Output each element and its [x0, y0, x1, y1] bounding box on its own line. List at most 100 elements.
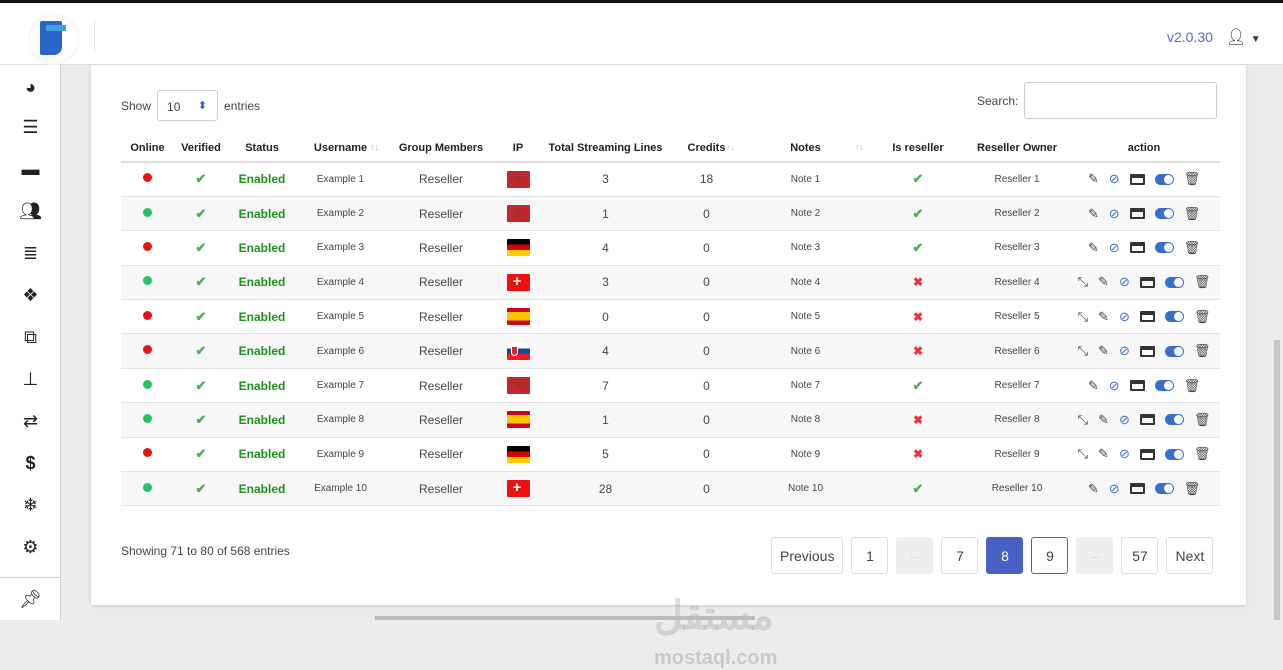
- edit-icon[interactable]: ✎: [1087, 480, 1099, 496]
- sort-icon[interactable]: ↑↓: [726, 142, 735, 152]
- sitemap-icon[interactable]: ⊥: [22, 369, 39, 389]
- trash-icon[interactable]: 🗑︎: [1183, 205, 1201, 221]
- compress-icon[interactable]: ⤡: [1077, 446, 1089, 462]
- dollar-icon[interactable]: $: [25, 453, 36, 473]
- compress-icon[interactable]: ⤡: [1077, 308, 1089, 324]
- search-input[interactable]: [1024, 82, 1218, 119]
- credit-card-icon[interactable]: [1139, 414, 1155, 426]
- ban-icon[interactable]: ⊘: [1118, 274, 1130, 290]
- vertical-scrollbar[interactable]: [1274, 340, 1280, 620]
- server-icon[interactable]: ≣: [22, 243, 39, 263]
- username-cell: Example 6: [296, 333, 385, 369]
- ip-cell: ☆: [497, 162, 539, 197]
- page-button[interactable]: 7: [941, 537, 979, 574]
- toggle-icon[interactable]: [1154, 483, 1174, 495]
- edit-icon[interactable]: ✎: [1098, 446, 1109, 462]
- toggle-icon[interactable]: [1154, 173, 1174, 185]
- column-header[interactable]: Username ↑↓: [296, 135, 385, 163]
- snowflake-icon[interactable]: ❄: [22, 495, 39, 515]
- entries-select[interactable]: 10 ⬍: [157, 90, 219, 121]
- credit-card-icon[interactable]: [1129, 380, 1145, 392]
- next-button[interactable]: Next: [1166, 537, 1214, 574]
- edit-icon[interactable]: ✎: [1098, 308, 1109, 324]
- trash-icon[interactable]: 🗑︎: [1183, 480, 1201, 496]
- edit-icon[interactable]: ✎: [1087, 171, 1099, 187]
- toggle-icon[interactable]: [1164, 345, 1184, 357]
- previous-button[interactable]: Previous: [771, 537, 844, 574]
- page-button[interactable]: 9: [1031, 537, 1069, 574]
- horizontal-scrollbar[interactable]: [375, 616, 755, 620]
- toggle-icon[interactable]: [1164, 311, 1184, 323]
- toggle-icon[interactable]: [1164, 448, 1184, 460]
- page-button[interactable]: 57: [1121, 537, 1159, 574]
- flag-germany-icon: [506, 445, 530, 463]
- ban-icon[interactable]: ⊘: [1118, 343, 1130, 359]
- column-header[interactable]: Credits ↑↓: [672, 135, 741, 163]
- users-icon[interactable]: 👥︎: [19, 201, 42, 221]
- cubes-icon[interactable]: ❖: [22, 285, 39, 305]
- credit-card-icon[interactable]: [1129, 208, 1145, 220]
- trash-icon[interactable]: 🗑︎: [1183, 239, 1201, 255]
- ban-icon[interactable]: ⊘: [1108, 377, 1120, 393]
- action-cell: ✎ ⊘ 🗑︎: [1068, 162, 1220, 197]
- trash-icon[interactable]: 🗑︎: [1193, 274, 1211, 290]
- ban-icon[interactable]: ⊘: [1108, 171, 1120, 187]
- page-button[interactable]: 8: [986, 537, 1024, 574]
- trash-icon[interactable]: 🗑︎: [1193, 308, 1211, 324]
- trash-icon[interactable]: 🗑︎: [1183, 377, 1201, 393]
- compress-icon[interactable]: ⤡: [1077, 343, 1089, 359]
- sort-icon[interactable]: ↑↓: [855, 142, 864, 152]
- credit-card-icon[interactable]: [1139, 448, 1155, 460]
- ban-icon[interactable]: ⊘: [1108, 480, 1120, 496]
- trash-icon[interactable]: 🗑︎: [1183, 171, 1201, 187]
- dashboard-icon[interactable]: ◕: [25, 77, 36, 97]
- sort-icon[interactable]: ↑↓: [370, 142, 379, 152]
- monitor-icon[interactable]: ▬: [21, 159, 40, 179]
- toggle-icon[interactable]: [1164, 276, 1184, 288]
- ban-icon[interactable]: ⊘: [1118, 411, 1130, 427]
- credit-card-icon[interactable]: [1129, 173, 1145, 185]
- column-header: Online: [121, 135, 174, 163]
- user-menu[interactable]: 👤︎ ▼: [1226, 27, 1261, 47]
- edit-icon[interactable]: ✎: [1098, 274, 1109, 290]
- sidebar-divider: [0, 577, 61, 578]
- is-reseller-cell: ✔: [870, 368, 966, 404]
- edit-icon[interactable]: ✎: [1098, 411, 1109, 427]
- ban-icon[interactable]: ⊘: [1118, 308, 1130, 324]
- top-border: [0, 0, 1283, 3]
- toggle-icon[interactable]: [1154, 380, 1174, 392]
- toggle-icon[interactable]: [1154, 242, 1174, 254]
- toggle-icon[interactable]: [1164, 414, 1184, 426]
- credit-card-icon[interactable]: [1139, 276, 1155, 288]
- ban-icon[interactable]: ⊘: [1108, 239, 1120, 255]
- ban-icon[interactable]: ⊘: [1118, 446, 1130, 462]
- edit-icon[interactable]: ✎: [1087, 205, 1099, 221]
- retweet-icon[interactable]: ⇄: [22, 411, 39, 431]
- edit-icon[interactable]: ✎: [1087, 377, 1099, 393]
- credit-card-icon[interactable]: [1129, 483, 1145, 495]
- edit-icon[interactable]: ✎: [1098, 343, 1109, 359]
- cogs-icon[interactable]: ⚙: [22, 537, 39, 557]
- logo[interactable]: [28, 13, 80, 65]
- credit-card-icon[interactable]: [1129, 242, 1145, 254]
- trash-icon[interactable]: 🗑︎: [1193, 411, 1211, 427]
- credit-card-icon[interactable]: [1139, 311, 1155, 323]
- is-reseller-cell: ✖: [870, 333, 966, 369]
- trash-icon[interactable]: 🗑︎: [1193, 343, 1211, 359]
- compress-icon[interactable]: ⤡: [1077, 274, 1089, 290]
- credit-card-icon[interactable]: [1139, 345, 1155, 357]
- column-header[interactable]: Notes ↑↓: [741, 135, 870, 163]
- page-button[interactable]: 1: [851, 537, 889, 574]
- clone-icon[interactable]: ⧉: [24, 327, 37, 347]
- toggle-icon[interactable]: [1154, 208, 1174, 220]
- ban-icon[interactable]: ⊘: [1108, 205, 1120, 221]
- trash-icon[interactable]: 🗑︎: [1193, 446, 1211, 462]
- menu-icon[interactable]: ☰: [22, 117, 39, 137]
- flag-germany-icon: [506, 239, 530, 257]
- pin-icon[interactable]: 📌︎: [19, 589, 42, 609]
- compress-icon[interactable]: ⤡: [1077, 411, 1089, 427]
- verified-cell: ✔: [174, 333, 228, 369]
- edit-icon[interactable]: ✎: [1087, 239, 1099, 255]
- action-cell: ✎ ⊘ 🗑︎: [1068, 230, 1220, 266]
- lines-cell: 1: [539, 402, 672, 438]
